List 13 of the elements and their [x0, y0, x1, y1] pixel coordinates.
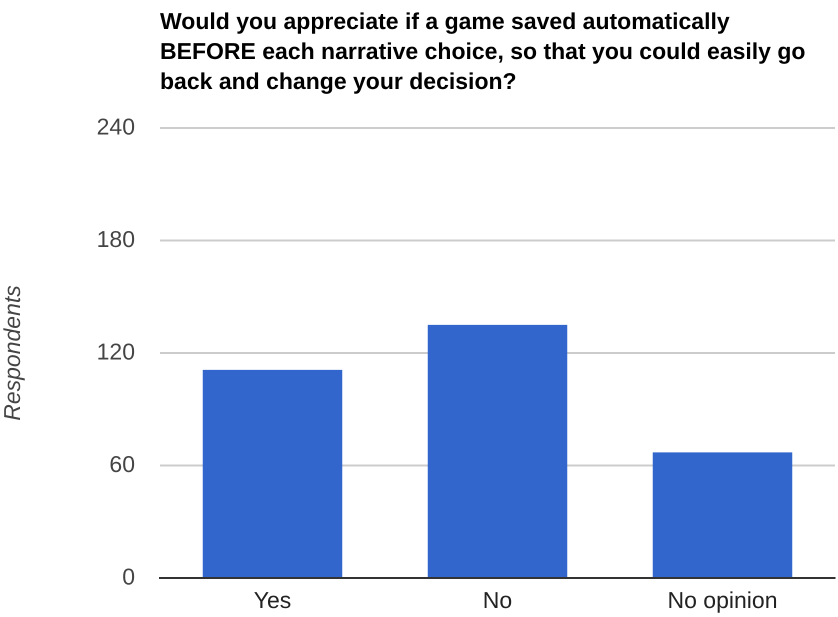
bar: [202, 370, 342, 577]
x-tick-label: No opinion: [668, 587, 778, 614]
y-tick-label: 0: [122, 563, 135, 590]
y-tick-label: 120: [96, 338, 135, 364]
y-tick-label: 180: [96, 226, 135, 252]
x-tick-label: Yes: [254, 587, 292, 614]
bar: [428, 324, 568, 577]
y-tick-label: 60: [109, 450, 135, 477]
x-tick-label: No: [482, 587, 512, 614]
chart-title: Would you appreciate if a game saved automatically BEFORE each narrative choice, so that you could easily go back and change your decision?: [160, 7, 806, 96]
y-axis-title: Respondents: [0, 284, 26, 421]
bar: [652, 452, 792, 577]
y-tick-label: 240: [96, 113, 135, 140]
